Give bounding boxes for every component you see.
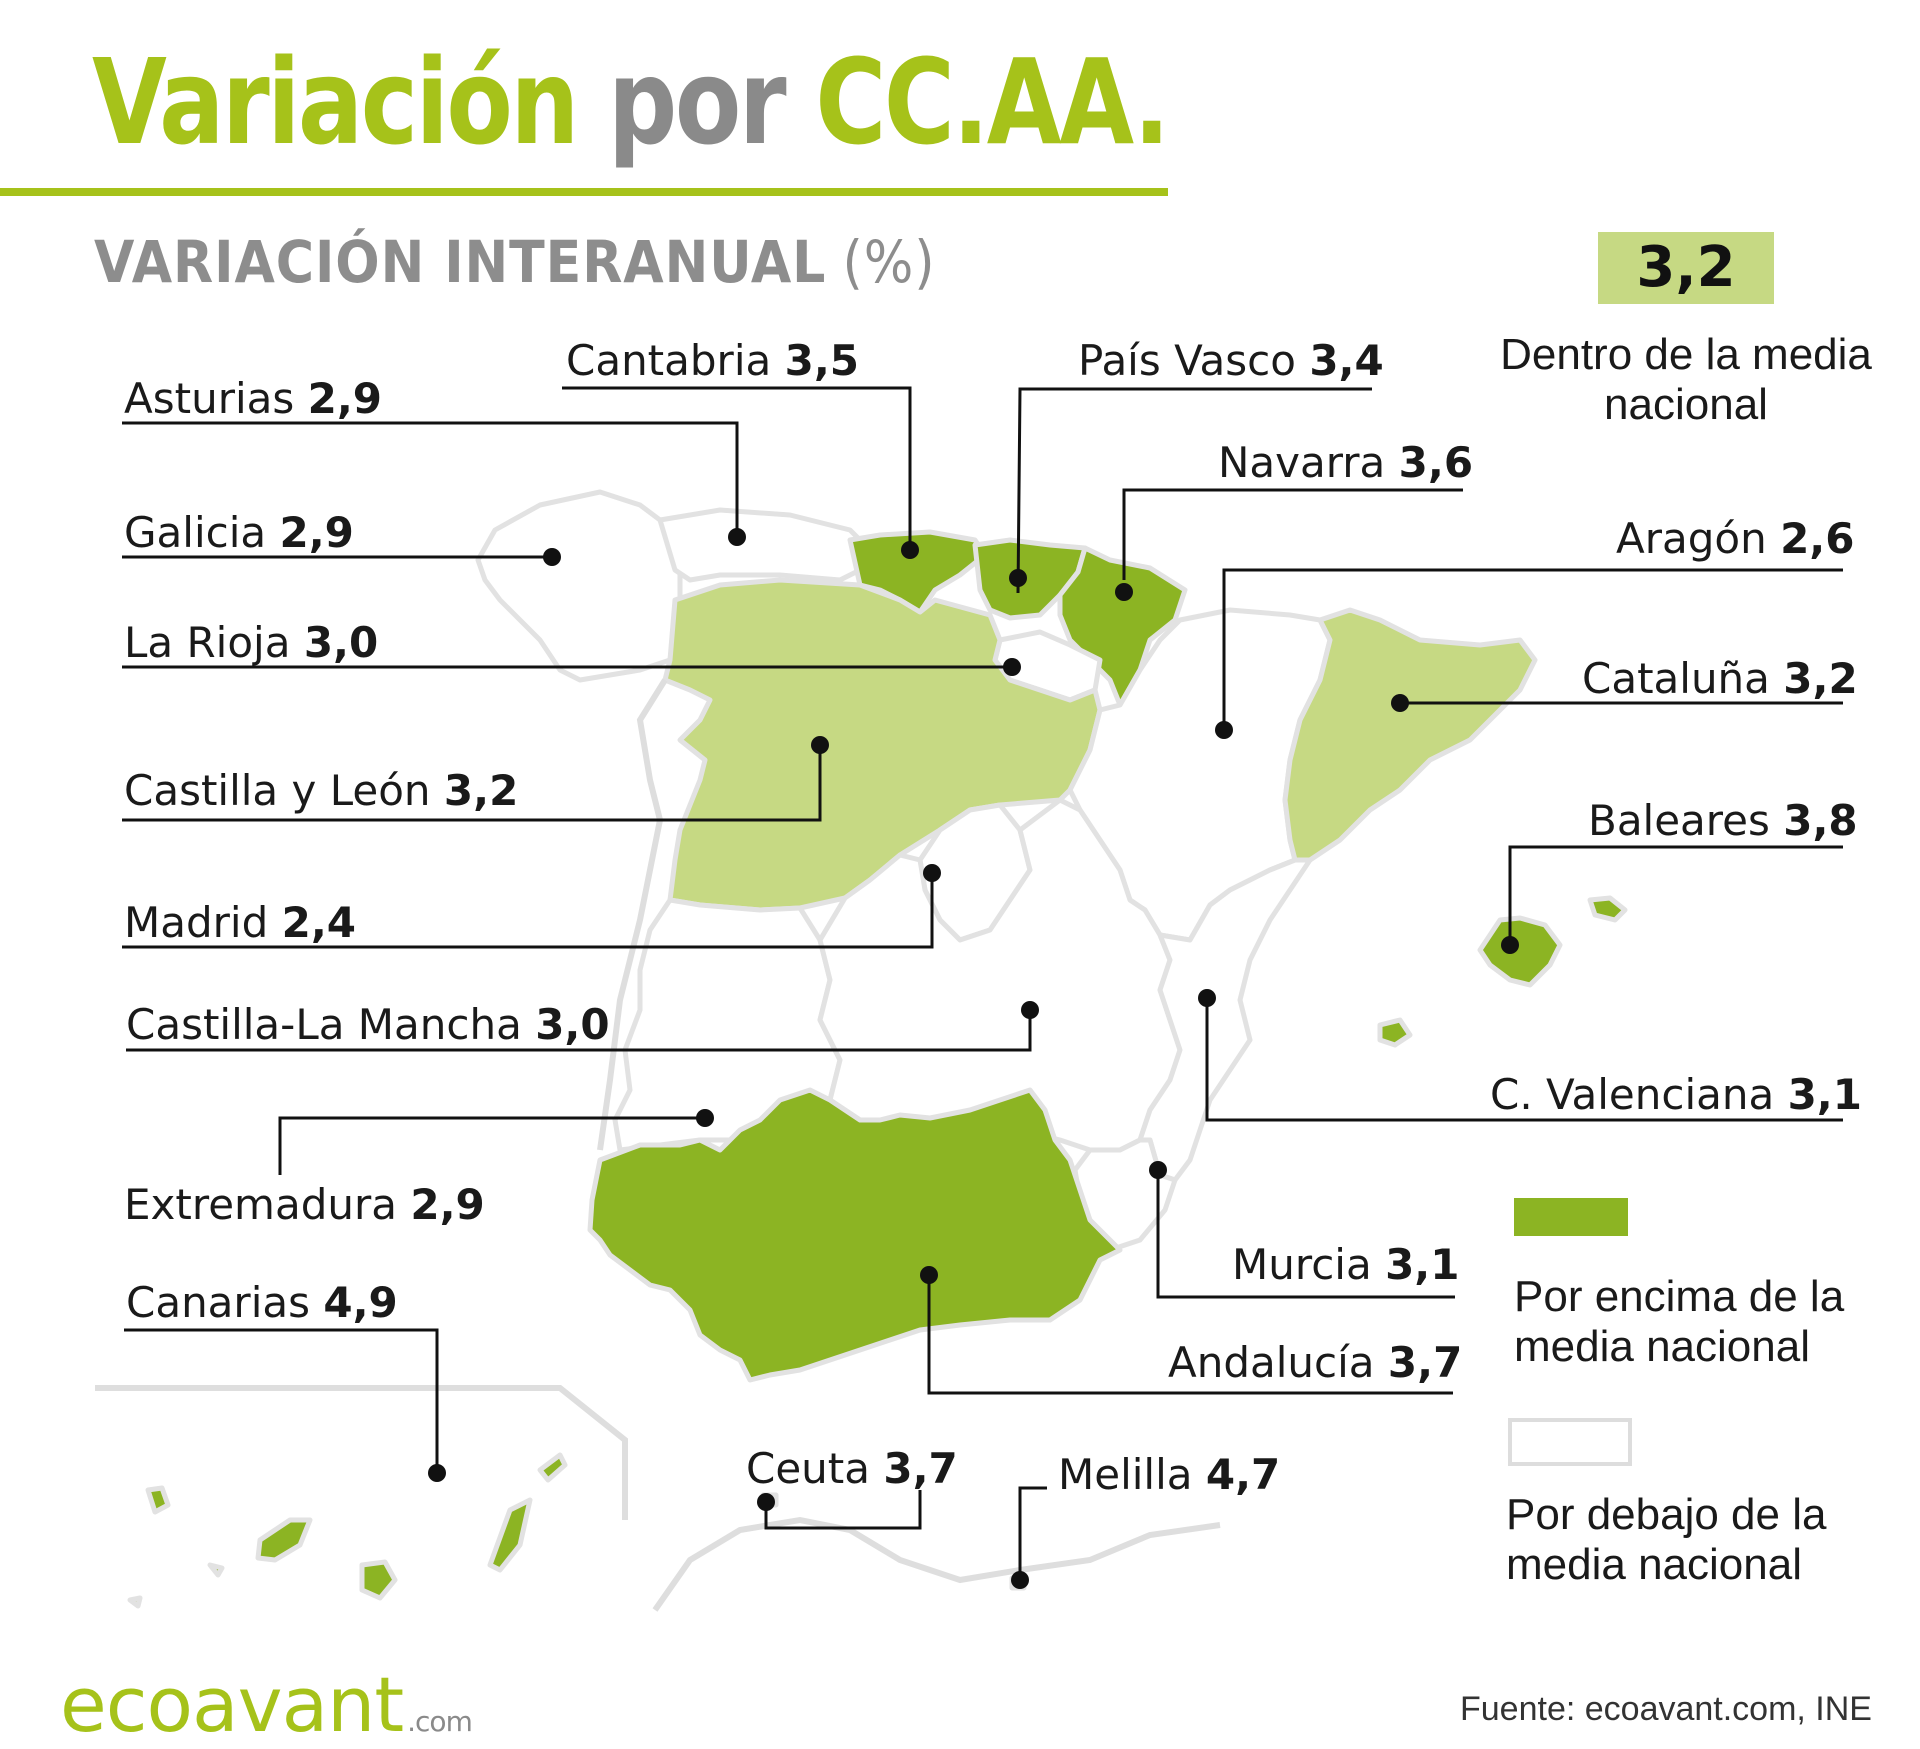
region-canarias-2 [255,1517,313,1563]
source-note: Fuente: ecoavant.com, INE [1460,1690,1872,1728]
label-baleares: Baleares 3,8 [1588,796,1858,845]
region-canarias-3 [359,1559,398,1601]
region-cataluna [1282,607,1538,863]
label-ceuta: Ceuta 3,7 [746,1444,958,1493]
label-andalucia: Andalucía 3,7 [1168,1338,1463,1387]
label-madrid: Madrid 2,4 [124,898,356,947]
label-galicia: Galicia 2,9 [124,508,354,557]
region-baleares-ibiza [1377,1017,1413,1048]
portugal-border [597,678,668,1151]
logo-main: ecoavant [60,1660,404,1749]
subtitle-unit: (%) [842,228,936,296]
subtitle-text: VARIACIÓN INTERANUAL [94,228,827,296]
label-cataluna: Cataluña 3,2 [1582,654,1858,703]
label-pais-vasco: País Vasco 3,4 [1078,336,1384,385]
region-andalucia [587,1087,1123,1383]
label-melilla: Melilla 4,7 [1058,1450,1281,1499]
title-underline [0,188,1168,196]
label-la-rioja: La Rioja 3,0 [124,618,379,667]
region-canarias-5 [537,1452,568,1483]
title-part-2: por [608,33,787,171]
region-baleares-menorca [1587,895,1628,923]
title-part-3: CC.AA. [815,33,1170,171]
region-valenciana [1137,857,1313,1183]
label-murcia: Murcia 3,1 [1232,1240,1460,1289]
legend-swatch-below [1508,1418,1632,1466]
national-average-label: Dentro de la media nacional [1500,330,1872,429]
label-navarra: Navarra 3,6 [1218,438,1474,487]
region-canarias-6 [207,1562,225,1578]
ecoavant-logo: ecoavant .com [60,1660,473,1749]
region-asturias [657,507,868,583]
label-cantabria: Cantabria 3,5 [566,336,859,385]
logo-suffix: .com [407,1705,473,1738]
title-part-1: Variación [92,33,579,171]
leader-lines [122,386,1843,1580]
label-castilla-mancha: Castilla-La Mancha 3,0 [126,1000,610,1049]
legend-label-below: Por debajo de la media nacional [1506,1490,1827,1589]
leader-dots [428,528,1519,1589]
canarias-frame [95,1385,628,1520]
region-canarias-7 [127,1595,143,1609]
subtitle: VARIACIÓN INTERANUAL (%) [94,228,936,296]
national-average-value: 3,2 [1598,232,1774,304]
region-galicia [475,489,683,683]
label-extremadura: Extremadura 2,9 [124,1180,485,1229]
legend-swatch-above [1514,1198,1628,1236]
region-canarias-1 [145,1485,171,1515]
label-valenciana: C. Valenciana 3,1 [1490,1070,1862,1119]
label-aragon: Aragón 2,6 [1616,514,1855,563]
label-asturias: Asturias 2,9 [124,374,383,423]
region-canarias-4 [487,1497,533,1573]
label-castilla-leon: Castilla y León 3,2 [124,766,519,815]
label-canarias: Canarias 4,9 [126,1278,398,1327]
legend-label-above: Por encima de la media nacional [1514,1272,1845,1371]
region-baleares-mallorca [1477,915,1563,988]
africa-coast [652,1516,1221,1612]
page-title: Variación por CC.AA. [92,37,1170,168]
